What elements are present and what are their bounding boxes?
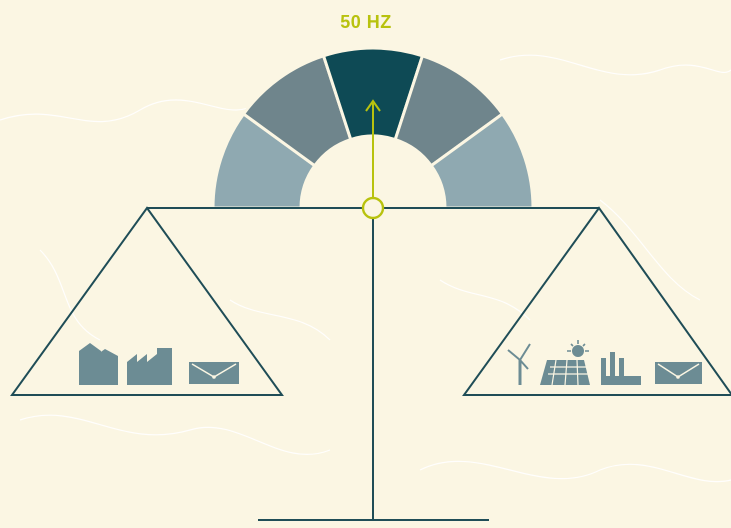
pivot-circle — [363, 198, 383, 218]
frequency-label: 50 HZ — [331, 12, 401, 33]
solar-panel-icon — [540, 340, 590, 385]
wind-turbine-icon — [508, 344, 530, 385]
generation-icons — [508, 340, 702, 385]
house-icon — [79, 343, 118, 385]
factory-icon — [127, 348, 172, 385]
power-plant-icon — [601, 352, 641, 385]
consumption-icons — [79, 343, 239, 385]
grid-substation-icon — [655, 362, 702, 384]
grid-substation-icon — [189, 362, 239, 384]
